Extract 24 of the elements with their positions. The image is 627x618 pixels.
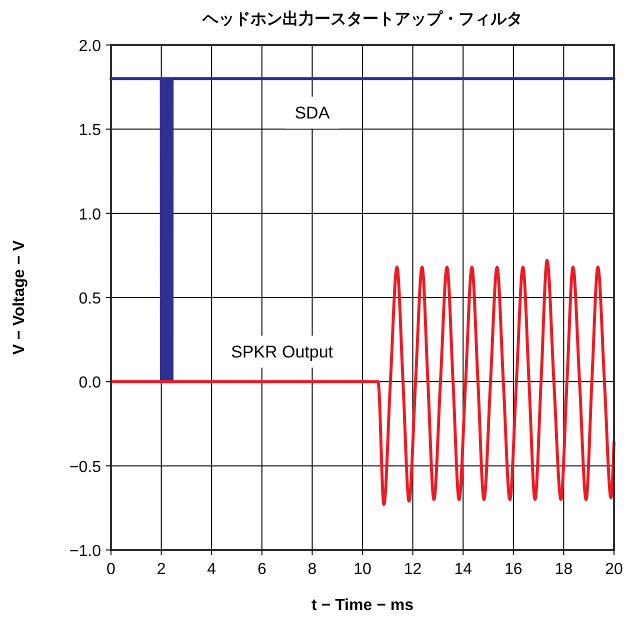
line-series: [110, 258, 616, 506]
series-label: SDA: [294, 104, 330, 123]
x-tick-label: 0: [106, 561, 116, 578]
y-tick-label: −1.0: [69, 543, 102, 560]
y-tick-label: 0.0: [78, 374, 102, 392]
chart-title: ヘッドホン出力ースタートアップ・フィルタ: [202, 9, 522, 28]
y-tick-label: 1.0: [78, 206, 102, 224]
x-tick-label: 20: [605, 561, 623, 578]
x-tick-label: 10: [354, 561, 372, 578]
x-tick-label: 16: [504, 561, 522, 578]
x-tick-label: 8: [308, 561, 317, 578]
y-tick-label: 1.5: [78, 122, 102, 140]
x-tick-label: 12: [404, 561, 422, 578]
series-label: SPKR Output: [230, 342, 334, 362]
y-tick-label: 2.0: [78, 38, 102, 55]
y-tick-label: 0.5: [78, 290, 102, 308]
x-tick-label: 6: [257, 561, 266, 578]
x-tick-label: 18: [554, 561, 573, 578]
x-tick-label: 4: [207, 561, 216, 578]
x-tick-label: 2: [156, 561, 166, 578]
y-tick-label: −0.5: [69, 458, 102, 476]
x-axis-title: t − Time − ms: [312, 597, 414, 614]
x-tick-label: 14: [454, 561, 472, 578]
y-axis-title: V − Voltage − V: [11, 240, 28, 355]
